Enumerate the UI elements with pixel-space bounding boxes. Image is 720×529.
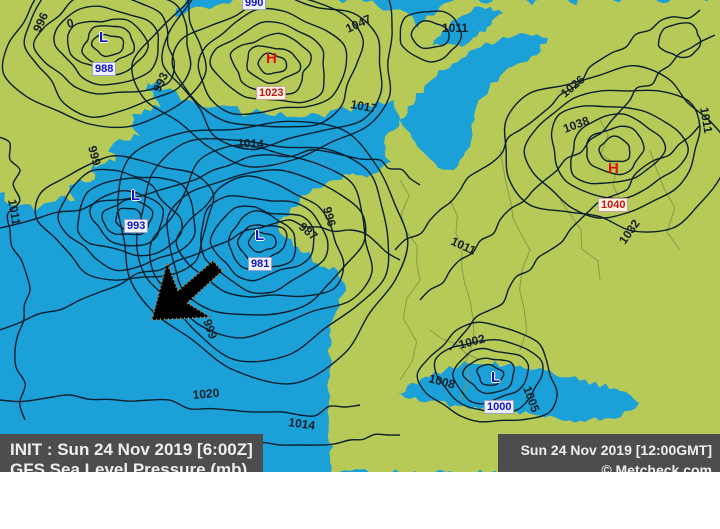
svg-text:1014: 1014 xyxy=(237,136,264,151)
svg-text:1005: 1005 xyxy=(520,384,542,414)
svg-text:1002: 1002 xyxy=(457,331,487,352)
svg-text:999: 999 xyxy=(85,144,104,167)
svg-text:1011: 1011 xyxy=(442,21,468,35)
svg-text:1014: 1014 xyxy=(288,415,317,433)
svg-text:1011: 1011 xyxy=(5,198,23,226)
svg-text:1020: 1020 xyxy=(192,386,220,402)
svg-text:1017: 1017 xyxy=(349,97,378,115)
svg-text:0: 0 xyxy=(65,16,75,31)
svg-text:1038: 1038 xyxy=(561,113,591,135)
svg-text:996: 996 xyxy=(320,205,339,228)
svg-text:999: 999 xyxy=(200,317,220,341)
svg-text:987: 987 xyxy=(296,220,321,244)
svg-text:996: 996 xyxy=(30,10,51,34)
svg-text:1032: 1032 xyxy=(616,217,643,247)
svg-text:993: 993 xyxy=(150,70,171,94)
svg-text:1011: 1011 xyxy=(697,106,715,134)
svg-text:1026: 1026 xyxy=(558,72,588,100)
svg-text:1008: 1008 xyxy=(427,371,457,392)
svg-text:1011: 1011 xyxy=(449,234,479,258)
svg-text:1047: 1047 xyxy=(343,12,373,36)
